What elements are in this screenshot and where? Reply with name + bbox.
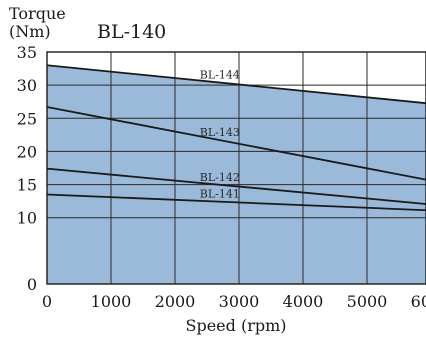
x-tick-label: 0 <box>42 292 52 311</box>
x-tick-label: 5000 <box>347 292 388 311</box>
series-labels-layer: BL-144 BL-143 BL-142 BL-141 <box>200 69 240 201</box>
series-line-bl-141 <box>46 193 426 212</box>
y-tick-labels: 0 10 15 20 25 30 35 <box>17 43 37 294</box>
y-axis-label-line1: Torque <box>9 4 66 23</box>
series-label-bl-141: BL-141 <box>200 188 240 201</box>
chart-title: BL-140 <box>97 21 166 43</box>
operating-area-layer <box>47 65 426 284</box>
series-label-bl-142: BL-142 <box>200 171 240 184</box>
y-axis-label-line2: (Nm) <box>9 22 51 41</box>
y-tick-label: 15 <box>17 176 37 195</box>
x-tick-label: 3000 <box>219 292 260 311</box>
series-label-bl-144: BL-144 <box>200 69 240 82</box>
x-tick-label: 2000 <box>155 292 196 311</box>
plot-frame <box>46 51 426 285</box>
x-tick-label: 1000 <box>91 292 132 311</box>
x-axis-label: Speed (rpm) <box>185 316 286 335</box>
x-tick-labels: 0 1000 2000 3000 4000 5000 6000 <box>42 292 426 311</box>
y-tick-label: 30 <box>17 76 37 95</box>
series-line-bl-143 <box>46 106 426 181</box>
series-line-bl-142 <box>46 167 426 205</box>
series-lines-layer <box>46 64 426 212</box>
plot-border <box>46 51 426 285</box>
y-tick-label: 20 <box>17 142 37 161</box>
y-tick-label: 10 <box>17 209 37 228</box>
x-tick-label: 6000 <box>411 292 426 311</box>
operating-area-fill <box>47 65 426 284</box>
y-tick-label: 0 <box>27 275 37 294</box>
y-tick-label: 25 <box>17 109 37 128</box>
y-tick-label: 35 <box>17 43 37 62</box>
x-tick-label: 4000 <box>283 292 324 311</box>
series-line-bl-144 <box>46 64 426 105</box>
series-label-bl-143: BL-143 <box>200 126 240 139</box>
